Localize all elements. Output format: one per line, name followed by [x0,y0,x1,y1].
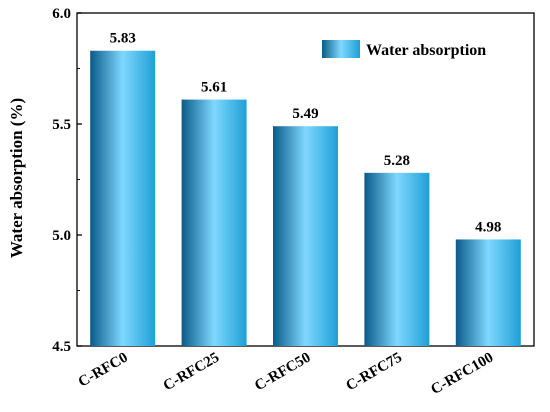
bar-c-rfc100 [455,239,521,346]
legend-swatch [322,40,360,58]
y-tick-label: 5.5 [52,117,71,133]
x-tick-label: C-RFC100 [428,350,496,398]
x-tick-label: C-RFC50 [252,350,313,395]
bar-c-rfc75 [364,172,430,346]
x-axis: C-RFC0 C-RFC25 C-RFC50 C-RFC75 C-RFC100 [76,341,496,398]
x-tick-label: C-RFC0 [76,350,131,391]
bar-series-water-absorption [90,50,521,347]
data-label: 4.98 [475,219,501,235]
y-axis: 4.5 5.0 5.5 6.0 [52,6,82,355]
data-label: 5.28 [384,153,410,169]
legend-label: Water absorption [366,42,486,59]
data-label: 5.49 [292,106,318,122]
bar-c-rfc0 [90,50,156,347]
bar-c-rfc50 [273,126,338,346]
y-tick-label: 5.0 [52,228,71,244]
bar-c-rfc25 [181,99,247,346]
legend: Water absorption [322,40,486,59]
y-tick-label: 6.0 [52,6,71,22]
x-tick-label: C-RFC75 [344,350,405,395]
x-tick-label: C-RFC25 [161,350,222,395]
y-tick-label: 4.5 [52,339,71,355]
data-labels: 5.83 5.61 5.49 5.28 4.98 [110,31,502,236]
y-axis-title: Water absorption (%) [7,98,26,258]
data-label: 5.61 [201,80,227,96]
data-label: 5.83 [110,31,136,47]
